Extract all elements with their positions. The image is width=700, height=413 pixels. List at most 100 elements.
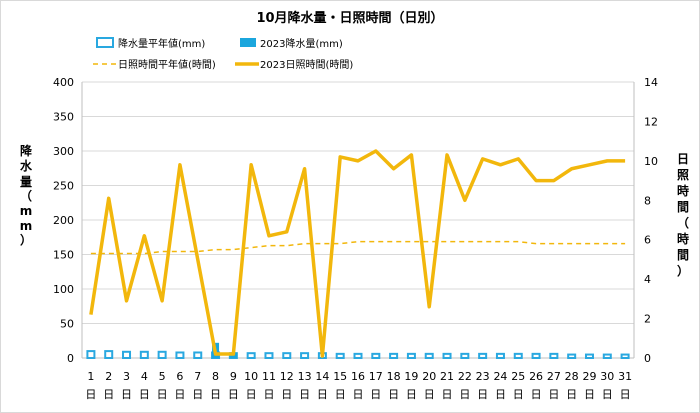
bar-normal-precipitation	[406, 352, 416, 359]
y-left-tick-label: 0	[67, 352, 74, 365]
bar-normal-precipitation	[139, 350, 149, 360]
x-tick-suffix: 日	[121, 388, 132, 401]
bar-normal-precipitation	[264, 352, 274, 360]
x-tick-suffix: 日	[513, 388, 524, 401]
x-tick-label: 19	[404, 370, 418, 383]
x-tick-suffix: 日	[353, 388, 364, 401]
y-left-axis-title-char: 水	[20, 158, 33, 173]
x-tick-suffix: 日	[495, 388, 506, 401]
x-tick-label: 8	[212, 370, 219, 383]
bar-normal-precipitation	[495, 352, 505, 359]
x-tick-suffix: 日	[103, 388, 114, 401]
y-left-tick-label: 400	[53, 76, 74, 89]
bar-normal-precipitation	[602, 353, 612, 359]
x-tick-suffix: 日	[424, 388, 435, 401]
y-left-tick-label: 250	[53, 180, 74, 193]
y-left-axis-title-char: （	[20, 188, 32, 203]
bar-normal-precipitation	[122, 350, 132, 360]
y-right-axis-title-char: 間	[677, 248, 689, 262]
y-left-axis-title-char: 降	[20, 143, 33, 158]
x-tick-suffix: 日	[157, 388, 168, 401]
y-right-axis-title-char: 照	[677, 167, 689, 182]
x-tick-label: 23	[476, 370, 490, 383]
x-tick-suffix: 日	[228, 388, 239, 401]
bar-normal-precipitation	[353, 352, 363, 359]
x-tick-label: 13	[298, 370, 312, 383]
legend-label: 日照時間平年値(時間)	[118, 58, 216, 71]
y-left-tick-label: 150	[53, 249, 74, 262]
x-tick-suffix: 日	[174, 388, 185, 401]
bar-normal-precipitation	[300, 352, 310, 360]
bar-normal-precipitation	[282, 352, 292, 360]
x-tick-suffix: 日	[477, 388, 488, 401]
y-left-axis-title-char: m	[20, 204, 33, 218]
bar-normal-precipitation	[584, 353, 594, 359]
bar-normal-precipitation	[531, 352, 541, 359]
x-tick-suffix: 日	[246, 388, 257, 401]
x-tick-suffix: 日	[531, 388, 542, 401]
y-right-axis-title-char: ）	[677, 263, 689, 278]
legend-swatch-2023-precipitation	[240, 38, 256, 47]
x-tick-label: 16	[351, 370, 365, 383]
x-tick-label: 2	[105, 370, 112, 383]
y-right-tick-label: 12	[644, 115, 658, 128]
bar-normal-precipitation	[371, 352, 381, 359]
x-tick-label: 29	[582, 370, 596, 383]
y-right-axis-title-char: 時	[677, 183, 689, 198]
x-tick-label: 11	[262, 370, 276, 383]
x-tick-suffix: 日	[620, 388, 631, 401]
x-tick-label: 5	[159, 370, 166, 383]
y-left-axis-title-char: ）	[20, 232, 32, 247]
x-tick-label: 12	[280, 370, 294, 383]
x-tick-label: 10	[244, 370, 258, 383]
bar-normal-precipitation	[460, 352, 470, 359]
x-tick-label: 1	[87, 370, 94, 383]
line-normal-sunshine	[90, 240, 626, 255]
x-tick-suffix: 日	[263, 388, 274, 401]
y-right-tick-label: 0	[644, 352, 651, 365]
x-tick-label: 31	[618, 370, 632, 383]
bar-normal-precipitation	[246, 352, 256, 360]
y-left-axis-title-char: 量	[20, 175, 32, 189]
x-tick-label: 27	[547, 370, 561, 383]
bar-normal-precipitation	[442, 352, 452, 359]
x-tick-suffix: 日	[548, 388, 559, 401]
y-left-axis-title-char: m	[20, 219, 33, 233]
bar-normal-precipitation	[620, 353, 630, 359]
x-tick-suffix: 日	[459, 388, 470, 401]
x-tick-suffix: 日	[85, 388, 96, 401]
x-tick-label: 3	[123, 370, 130, 383]
x-tick-label: 4	[141, 370, 148, 383]
x-tick-suffix: 日	[370, 388, 381, 401]
x-tick-label: 15	[333, 370, 347, 383]
y-right-tick-label: 4	[644, 273, 651, 286]
legend-label: 2023降水量(mm)	[260, 37, 343, 50]
bar-normal-precipitation	[175, 351, 185, 360]
y-right-axis-title-char: 日	[677, 152, 689, 166]
line-2023-sunshine	[89, 149, 626, 358]
bar-normal-precipitation	[567, 353, 577, 359]
x-tick-label: 17	[369, 370, 383, 383]
y-left-tick-label: 100	[53, 283, 74, 296]
x-tick-label: 9	[230, 370, 237, 383]
bar-normal-precipitation	[389, 352, 399, 359]
x-tick-label: 28	[565, 370, 579, 383]
bar-normal-precipitation	[157, 350, 167, 360]
bar-normal-precipitation	[104, 350, 114, 360]
legend-label: 2023日照時間(時間)	[260, 59, 353, 71]
x-tick-label: 24	[493, 370, 507, 383]
bar-normal-precipitation	[513, 352, 523, 359]
x-tick-label: 26	[529, 370, 543, 383]
x-tick-suffix: 日	[602, 388, 613, 401]
bar-normal-precipitation	[478, 352, 488, 359]
x-tick-suffix: 日	[584, 388, 595, 401]
x-tick-suffix: 日	[442, 388, 453, 401]
x-tick-label: 18	[387, 370, 401, 383]
x-tick-suffix: 日	[406, 388, 417, 401]
x-tick-suffix: 日	[566, 388, 577, 401]
x-tick-label: 20	[422, 370, 436, 383]
chart-title: 10月降水量・日照時間（日別）	[256, 10, 443, 26]
x-tick-suffix: 日	[192, 388, 203, 401]
